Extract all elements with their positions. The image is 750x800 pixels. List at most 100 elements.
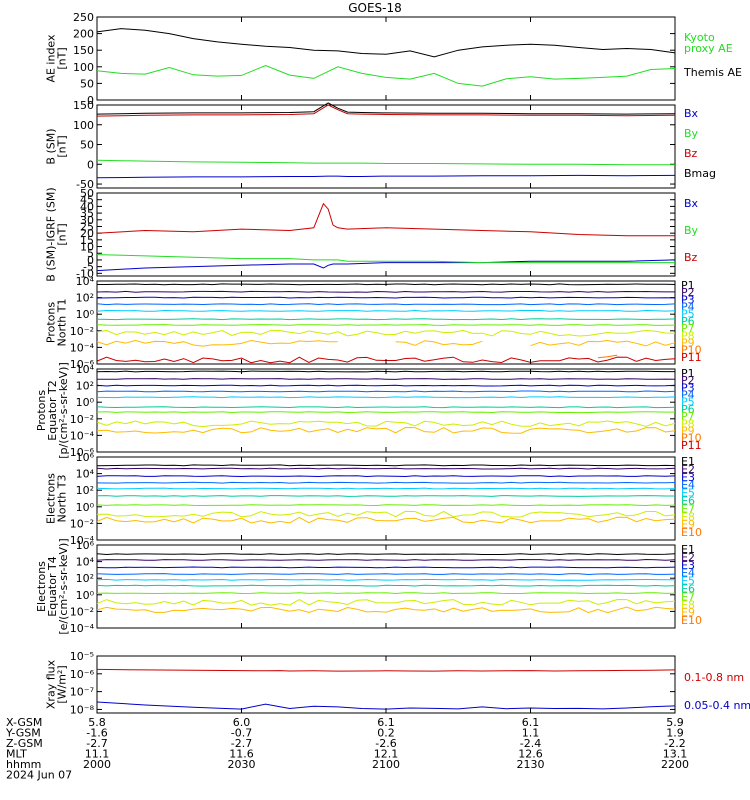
y-tick-label: 10⁻⁵ [70, 650, 94, 663]
legend-bz: Bz [684, 251, 698, 264]
x-axis-value: 1.1 [522, 727, 540, 740]
channel-line-e5 [96, 487, 676, 490]
channel-line-e9 [96, 516, 676, 524]
x-axis-value: 12.1 [374, 748, 399, 761]
legend-bx: Bx [684, 107, 699, 120]
x-axis-row-label: 2024 Jun 07 [6, 769, 72, 782]
panel-frame [96, 368, 676, 453]
y-tick-label: 10⁰ [76, 308, 95, 321]
channel-line-e7 [96, 592, 676, 595]
series-bx [96, 259, 676, 272]
y-tick-label: 5 [87, 247, 94, 260]
channel-label-e6: E6 [681, 583, 695, 596]
y-tick-label: 10⁻⁴ [70, 622, 95, 635]
channel-label-e9: E9 [681, 606, 695, 619]
legend-themis-ae: Themis AE [683, 66, 742, 79]
channel-label-e3: E3 [681, 471, 695, 484]
y-axis-label: [nT] [56, 135, 69, 157]
series-0-05-0-4-nm [96, 701, 676, 710]
channel-label-e2: E2 [681, 463, 695, 476]
channel-line-e5 [96, 578, 675, 581]
channel-line-e9 [96, 606, 676, 614]
y-tick-label: 10⁶ [76, 539, 95, 552]
y-tick-label: 0 [87, 254, 94, 267]
channel-line-p4 [96, 303, 676, 306]
channel-label-e7: E7 [681, 502, 695, 515]
channel-line-e6 [96, 495, 675, 497]
channel-label-e8: E8 [681, 598, 695, 611]
y-tick-label: 10⁻⁶ [70, 668, 95, 681]
series-kyoto-proxy-ae [96, 64, 676, 87]
series-bx [96, 174, 676, 179]
x-axis-value: 2000 [83, 758, 111, 771]
y-tick-label: 100 [73, 61, 94, 74]
y-tick-label: 45 [80, 194, 94, 207]
y-tick-label: 10⁴ [76, 556, 95, 569]
y-axis-label: [nT] [56, 47, 69, 69]
channel-line-p7 [96, 324, 676, 326]
y-tick-label: 10⁴ [76, 363, 95, 376]
channel-label-p9: P9 [681, 336, 695, 349]
channel-label-e4: E4 [681, 567, 695, 580]
y-tick-label: 0 [87, 94, 94, 107]
channel-line-p9 [96, 339, 338, 347]
channel-line-p8 [96, 329, 676, 337]
legend-by: By [684, 127, 699, 140]
y-tick-label: 25 [80, 220, 94, 233]
series-by [96, 254, 675, 264]
channel-line-p5 [96, 396, 676, 399]
channel-line-e2 [96, 467, 676, 470]
x-axis-row-label: Z-GSM [6, 737, 43, 750]
channel-label-p2: P2 [681, 286, 695, 299]
channel-label-p11: P11 [681, 439, 702, 452]
channel-line-p6 [96, 406, 676, 409]
y-axis-label: B (SM)-IGRF (SM) [45, 187, 58, 281]
y-tick-label: 10² [76, 484, 94, 497]
channel-label-p2: P2 [681, 374, 695, 387]
channel-label-p8: P8 [681, 417, 695, 430]
channel-label-p1: P1 [681, 367, 695, 380]
channel-line-p9 [530, 339, 676, 347]
channel-line-e3 [96, 475, 676, 478]
panel-frame [96, 280, 676, 365]
legend-kyoto-proxy-ae: proxy AE [684, 42, 733, 55]
y-tick-label: 0 [87, 158, 94, 171]
channel-label-e5: E5 [681, 575, 695, 588]
y-tick-label: 10⁻² [70, 517, 94, 530]
channel-label-e3: E3 [681, 559, 695, 572]
y-tick-label: 10⁻⁸ [70, 703, 95, 716]
x-axis-value: 5.8 [88, 716, 106, 729]
x-axis-value: -2.6 [375, 737, 396, 750]
channel-line-p4 [96, 390, 676, 393]
channel-label-p11: P11 [681, 351, 702, 364]
channel-label-p6: P6 [681, 315, 695, 328]
channel-label-p4: P4 [681, 301, 695, 314]
channel-label-p7: P7 [681, 322, 695, 335]
channel-line-e8 [96, 510, 676, 518]
channel-label-p1: P1 [681, 279, 695, 292]
y-tick-label: 10⁻⁴ [70, 341, 95, 354]
y-axis-label: Electrons [35, 561, 48, 612]
channel-label-e4: E4 [681, 479, 695, 492]
legend-bx: Bx [684, 197, 699, 210]
channel-label-p7: P7 [681, 410, 695, 423]
channel-line-e4 [96, 573, 676, 576]
y-tick-label: 10⁰ [76, 589, 95, 602]
legend-kyoto-proxy-ae: Kyoto [684, 31, 715, 44]
channel-label-p10: P10 [681, 344, 702, 357]
x-axis-value: 6.1 [377, 716, 395, 729]
legend-by: By [684, 224, 699, 237]
series-bmag [96, 102, 676, 115]
channel-line-e4 [96, 481, 676, 484]
y-tick-label: 10 [80, 241, 94, 254]
channel-line-e3 [96, 566, 676, 569]
channel-label-e6: E6 [681, 495, 695, 508]
panel-bsm: -50 0 50 100 150 B (SM)[nT] [45, 99, 676, 191]
x-axis-value: 6.1 [522, 716, 540, 729]
x-axis-row-label: X-GSM [6, 716, 42, 729]
